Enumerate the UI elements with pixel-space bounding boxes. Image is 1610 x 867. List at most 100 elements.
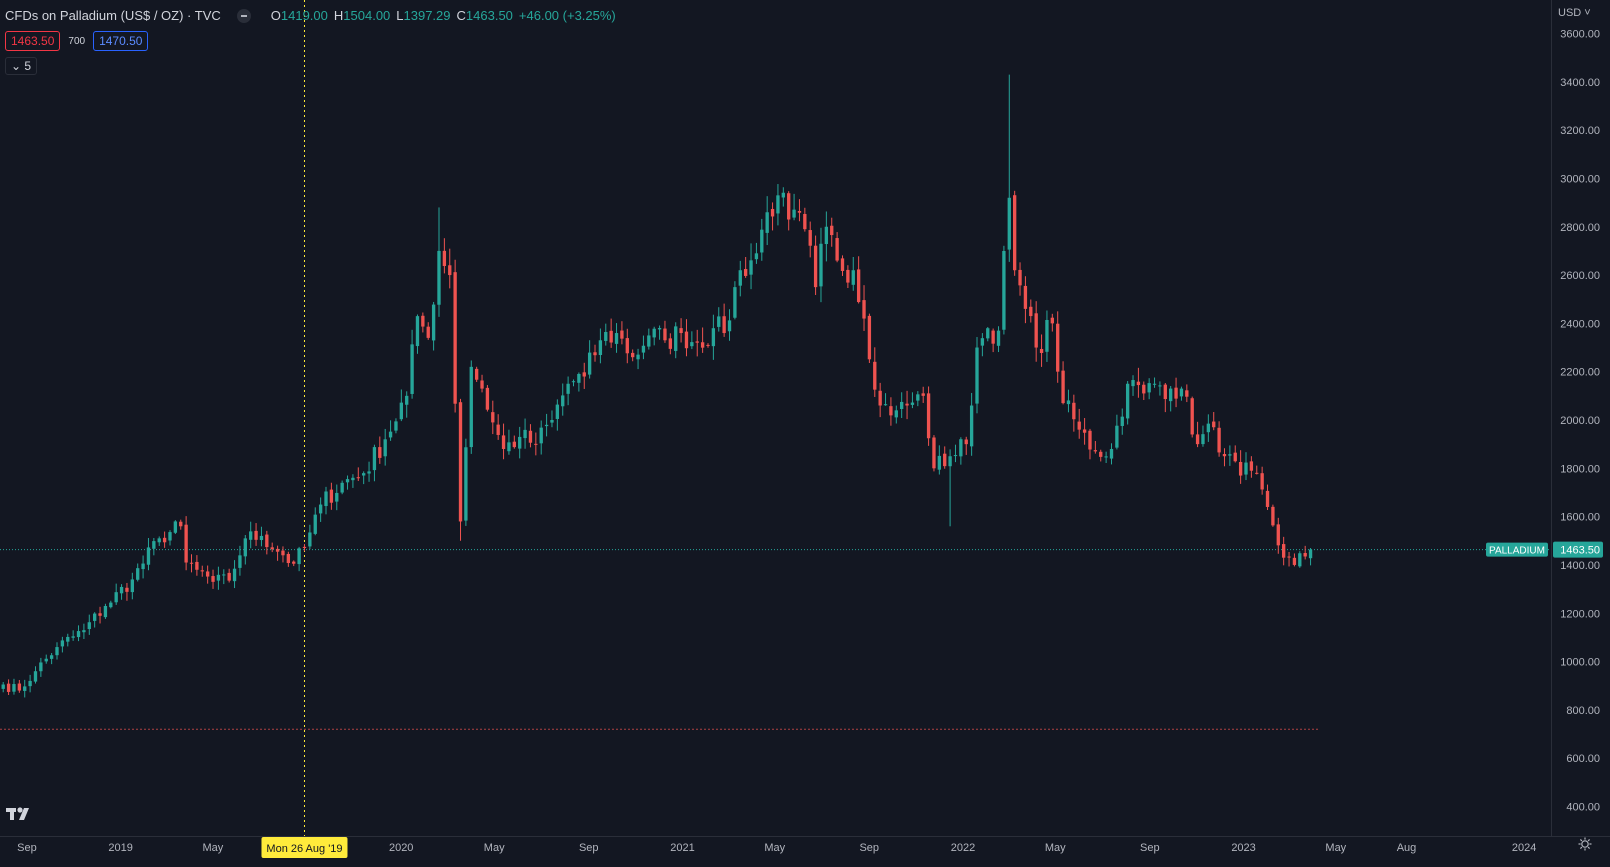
candle-body <box>1147 383 1151 393</box>
price-tick-label: 400.00 <box>1566 802 1600 814</box>
candle-body <box>614 333 619 344</box>
candle-body <box>636 354 640 360</box>
time-tick-label: 2019 <box>108 842 132 854</box>
candle-body <box>189 562 194 564</box>
candle-body <box>765 212 769 233</box>
candle-body <box>394 421 398 431</box>
time-tick-label: Sep <box>579 842 599 854</box>
candle-body <box>846 269 850 283</box>
candle-body <box>1029 306 1033 317</box>
close-value: 1463.50 <box>465 8 513 23</box>
candle-body <box>760 229 764 253</box>
candle-body <box>469 366 473 448</box>
candle-body <box>916 394 920 401</box>
candle-body <box>652 328 656 338</box>
candle-body <box>1007 197 1011 250</box>
hide-legend-icon[interactable] <box>236 8 251 23</box>
candle-body <box>512 441 516 448</box>
candle-body <box>227 572 231 581</box>
candle-body <box>1303 552 1307 557</box>
candle-body <box>168 532 172 541</box>
symbol-title[interactable]: CFDs on Palladium (US$ / OZ) · TVC <box>5 8 221 23</box>
candle-body <box>356 477 360 479</box>
candle-body <box>996 330 1001 346</box>
candle-body <box>776 195 780 214</box>
candle-body <box>136 568 140 580</box>
time-tick-label: Sep <box>17 842 37 854</box>
candle-body <box>378 447 382 458</box>
buy-button[interactable]: 1470.50 <box>93 31 149 51</box>
indicators-toggle[interactable]: ⌄ 5 <box>5 57 38 75</box>
candle-body <box>1088 430 1092 450</box>
candle-body <box>265 534 269 548</box>
candle-body <box>335 492 339 502</box>
candle-body <box>55 647 59 656</box>
high-key: H <box>333 8 344 23</box>
candle-body <box>292 561 296 564</box>
candle-body <box>23 686 27 691</box>
candle-body <box>1244 462 1248 475</box>
candle-body <box>991 330 995 344</box>
candle-body <box>114 592 118 603</box>
candle-body <box>674 326 678 351</box>
time-tick-label: 2022 <box>951 842 975 854</box>
candle-body <box>162 537 167 543</box>
candle-body <box>932 437 936 469</box>
candle-body <box>485 387 490 410</box>
candle-body <box>270 547 274 550</box>
candle-body <box>1195 434 1200 445</box>
candle-body <box>878 390 882 406</box>
candle-body <box>889 406 893 416</box>
candle-body <box>722 316 726 334</box>
candle-body <box>442 250 447 267</box>
candle-body <box>625 338 629 354</box>
candle-body <box>684 331 689 349</box>
candle-body <box>733 287 737 318</box>
high-value: 1504.00 <box>343 8 391 23</box>
candle-body <box>717 316 721 327</box>
candle-body <box>98 613 102 616</box>
candle-body <box>609 330 613 343</box>
time-tick-label: May <box>484 842 505 854</box>
candle-body <box>119 586 124 594</box>
candle-body <box>324 491 328 507</box>
candle-body <box>582 372 586 377</box>
candle-body <box>216 574 221 581</box>
candle-body <box>286 553 291 564</box>
candle-body <box>1260 473 1264 490</box>
sell-button[interactable]: 1463.50 <box>5 31 61 51</box>
crosshair-date-label: Mon 26 Aug '19 <box>266 843 342 855</box>
candle-body <box>743 269 748 276</box>
candle-body <box>49 655 54 659</box>
candle-body <box>1045 319 1049 352</box>
candle-body <box>82 630 86 633</box>
candle-body <box>1249 461 1254 471</box>
time-tick-label: Sep <box>1140 842 1160 854</box>
candle-body <box>1212 421 1216 428</box>
candle-body <box>593 352 597 356</box>
candle-body <box>631 352 635 358</box>
candle-body <box>1012 195 1017 271</box>
candle-body <box>1190 398 1194 435</box>
symbol-label-box <box>1486 542 1548 557</box>
candle-body <box>749 260 753 275</box>
candle-body <box>555 404 560 419</box>
candle-body <box>1174 387 1178 399</box>
candle-body <box>830 225 834 236</box>
gear-icon[interactable] <box>1578 837 1592 856</box>
candle-body <box>1281 544 1286 558</box>
candle-body <box>1120 416 1124 426</box>
symbol-label: PALLADIUM <box>1489 546 1545 557</box>
candle-body <box>448 265 452 276</box>
tradingview-logo-icon[interactable] <box>6 806 34 827</box>
candle-body <box>803 213 807 230</box>
currency-selector[interactable]: USD ˅ <box>1558 7 1591 19</box>
change-value: +46.00 (+3.25%) <box>518 8 616 23</box>
candle-body <box>501 435 506 449</box>
candle-body <box>587 352 592 375</box>
candle-body <box>523 429 527 439</box>
candle-body <box>695 341 699 343</box>
candle-body <box>813 245 818 288</box>
